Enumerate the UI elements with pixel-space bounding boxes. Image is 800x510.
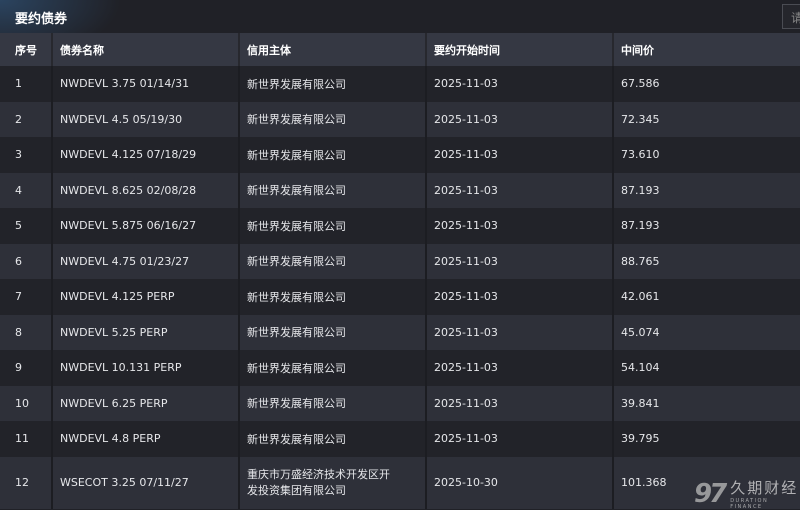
table-row[interactable]: 8 NWDEVL 5.25 PERP 新世界发展有限公司 2025-11-03 45.0… [0,314,800,350]
logo-name-en: DURATION FINANCE [730,498,769,510]
col-bond-name-cell: NWDEVL 4.125 PERP [51,279,239,315]
col-offer-start-cell: 2025-11-03 [425,279,613,315]
col-bond-name-cell: NWDEVL 5.25 PERP [51,314,239,350]
col-issuer-cell: 新世界发展有限公司 [238,172,426,208]
col-mid-price-cell: 72.345 [612,101,800,137]
col-bond-name-cell: NWDEVL 5.875 06/16/27 [51,208,239,244]
col-offer-start-cell: 2025-11-03 [425,421,613,457]
col-issuer-cell: 新世界发展有限公司 [238,243,426,279]
table-row[interactable]: 7 NWDEVL 4.125 PERP 新世界发展有限公司 2025-11-03 42.… [0,279,800,315]
col-index-cell: 1 [0,66,52,102]
col-bond-name-cell: NWDEVL 3.75 01/14/31 [51,66,239,102]
col-index-cell: 4 [0,172,52,208]
table-row[interactable]: 3 NWDEVL 4.125 07/18/29 新世界发展有限公司 2025-11-0… [0,137,800,173]
col-mid-price-cell: 73.610 [612,137,800,173]
col-mid-price-cell: 87.193 [612,172,800,208]
col-mid-price-cell: 67.586 [612,66,800,102]
logo-name-cn: 久期财经 [730,479,799,497]
col-mid-price-cell: 45.074 [612,314,800,350]
table-row[interactable]: 6 NWDEVL 4.75 01/23/27 新世界发展有限公司 2025-11-03… [0,243,800,279]
col-issuer-cell: 重庆市万盛经济技术开发区开发投资集团有限公司 [238,456,426,509]
col-mid-price-cell: 39.795 [612,421,800,457]
col-offer-start-header[interactable]: 要约开始时间 [425,33,613,66]
col-offer-start-cell: 2025-11-03 [425,66,613,102]
col-index-cell: 7 [0,279,52,315]
col-issuer-cell: 新世界发展有限公司 [238,137,426,173]
col-mid-price-header[interactable]: 中间价 [612,33,800,66]
col-index-header[interactable]: 序号 [0,33,52,66]
col-issuer-header[interactable]: 信用主体 [238,33,426,66]
col-issuer-cell: 新世界发展有限公司 [238,66,426,102]
col-offer-start-cell: 2025-11-03 [425,208,613,244]
table-row[interactable]: 9 NWDEVL 10.131 PERP 新世界发展有限公司 2025-11-03 54… [0,350,800,386]
col-issuer-cell: 新世界发展有限公司 [238,279,426,315]
col-index-cell: 3 [0,137,52,173]
col-bond-name-header[interactable]: 债券名称 [51,33,239,66]
col-index-cell: 9 [0,350,52,386]
table-row[interactable]: 12 WSECOT 3.25 07/11/27 重庆市万盛经济技术开发区开发投资集团… [0,456,800,509]
col-issuer-cell: 新世界发展有限公司 [238,350,426,386]
col-mid-price-cell: 42.061 [612,279,800,315]
col-offer-start-cell: 2025-11-03 [425,314,613,350]
col-mid-price-cell: 54.104 [612,350,800,386]
table-row[interactable]: 11 NWDEVL 4.8 PERP 新世界发展有限公司 2025-11-03 39.7… [0,421,800,457]
table-row[interactable]: 4 NWDEVL 8.625 02/08/28 新世界发展有限公司 2025-11-0… [0,172,800,208]
col-offer-start-cell: 2025-11-03 [425,137,613,173]
table-header: 序号 债券名称 信用主体 要约开始时间 中间价 [0,33,800,66]
page-title: 要约债券 [15,12,68,27]
col-mid-price-cell: 87.193 [612,208,800,244]
col-issuer-cell: 新世界发展有限公司 [238,421,426,457]
col-bond-name-cell: WSECOT 3.25 07/11/27 [51,456,239,509]
col-index-cell: 11 [0,421,52,457]
col-index-cell: 6 [0,243,52,279]
table-row[interactable]: 5 NWDEVL 5.875 06/16/27 新世界发展有限公司 2025-11-0… [0,208,800,244]
watermark-logo: 97 久期财经 DURATION FINANCE [694,477,800,510]
col-offer-start-cell: 2025-11-03 [425,385,613,421]
col-bond-name-cell: NWDEVL 10.131 PERP [51,350,239,386]
col-bond-name-cell: NWDEVL 8.625 02/08/28 [51,172,239,208]
col-bond-name-cell: NWDEVL 4.5 05/19/30 [51,101,239,137]
col-bond-name-cell: NWDEVL 6.25 PERP [51,385,239,421]
col-offer-start-cell: 2025-11-03 [425,350,613,386]
logo-mark: 97 [694,478,727,509]
col-bond-name-cell: NWDEVL 4.8 PERP [51,421,239,457]
col-mid-price-cell: 88.765 [612,243,800,279]
search-input[interactable]: 请 [782,4,800,29]
col-bond-name-cell: NWDEVL 4.75 01/23/27 [51,243,239,279]
col-mid-price-cell: 39.841 [612,385,800,421]
col-issuer-cell: 新世界发展有限公司 [238,385,426,421]
col-mid-price-cell: 101.368 [612,456,800,509]
col-issuer-cell: 新世界发展有限公司 [238,208,426,244]
col-offer-start-cell: 2025-10-30 [425,456,613,509]
col-offer-start-cell: 2025-11-03 [425,101,613,137]
table-row[interactable]: 10 NWDEVL 6.25 PERP 新世界发展有限公司 2025-11-03 39.… [0,385,800,421]
bonds-table: 序号 债券名称 信用主体 要约开始时间 中间价 1 NWDEVL 3.75 01/14/3… [0,33,800,509]
col-offer-start-cell: 2025-11-03 [425,243,613,279]
table-row[interactable]: 2 NWDEVL 4.5 05/19/30 新世界发展有限公司 2025-11-03 7… [0,101,800,137]
col-bond-name-cell: NWDEVL 4.125 07/18/29 [51,137,239,173]
header-bar: 要约债券 请 [0,0,800,33]
col-issuer-cell: 新世界发展有限公司 [238,314,426,350]
col-index-cell: 12 [0,456,52,509]
col-offer-start-cell: 2025-11-03 [425,172,613,208]
col-index-cell: 8 [0,314,52,350]
col-index-cell: 10 [0,385,52,421]
col-index-cell: 5 [0,208,52,244]
col-issuer-cell: 新世界发展有限公司 [238,101,426,137]
col-index-cell: 2 [0,101,52,137]
table-row[interactable]: 1 NWDEVL 3.75 01/14/31 新世界发展有限公司 2025-11-03… [0,66,800,102]
